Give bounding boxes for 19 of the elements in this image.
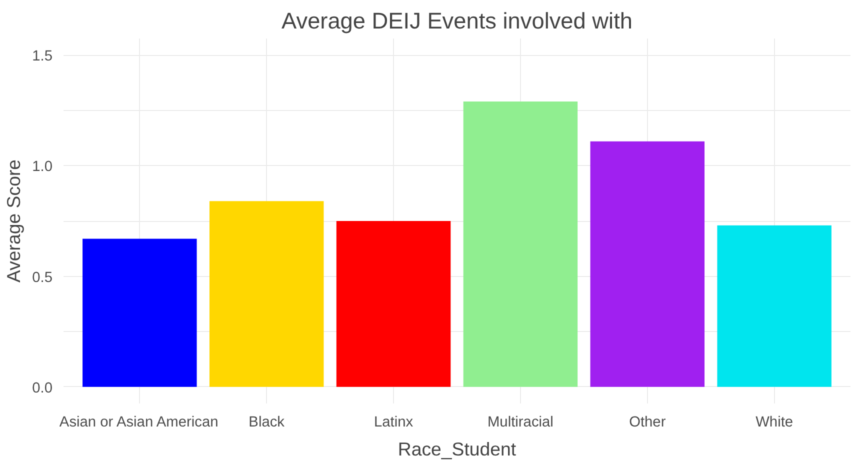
y-axis-title: Average Score [3,159,24,283]
x-tick-label: Asian or Asian American [59,414,218,430]
x-tick-label: Other [629,414,666,430]
y-tick-label: 1.5 [32,48,52,65]
bar [209,201,324,387]
bar [336,221,451,387]
bar [590,141,705,387]
chart-title: Average DEIJ Events involved with [282,8,632,34]
bar [717,225,832,387]
x-tick-label: Latinx [374,414,414,430]
y-tick-label: 0.5 [32,270,52,286]
x-tick-label: Multiracial [487,414,554,430]
bar [463,102,578,387]
y-tick-label: 0.0 [32,380,52,396]
x-tick-label: White [756,414,794,430]
y-tick-label: 1.0 [32,159,52,176]
x-axis-title: Race_Student [398,438,517,460]
x-tick-label: Black [248,414,286,430]
bar [82,238,197,387]
